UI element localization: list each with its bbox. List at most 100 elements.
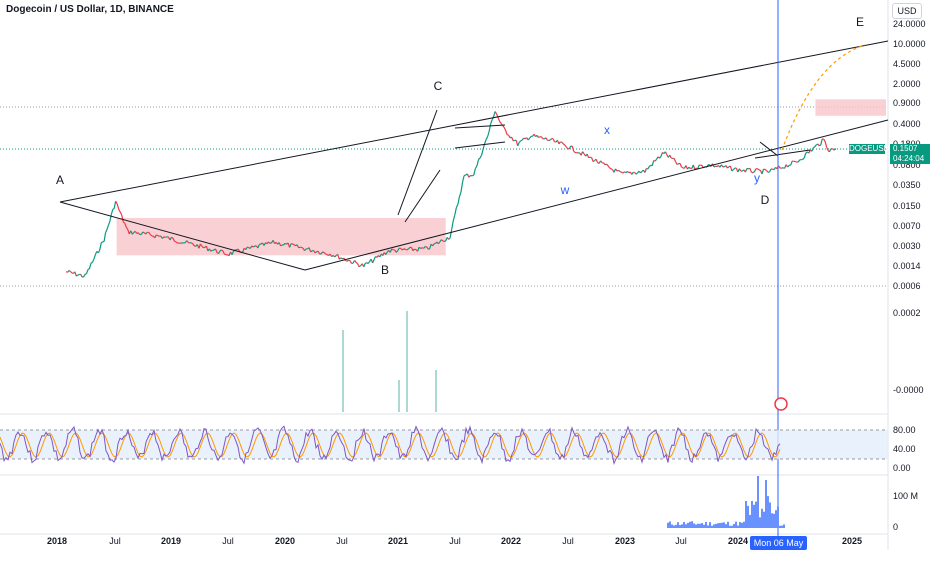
price-candle	[762, 169, 764, 174]
price-candle	[158, 236, 160, 237]
price-candle	[253, 246, 255, 247]
price-candle	[311, 251, 313, 252]
price-candle	[98, 250, 99, 253]
price-candle	[92, 259, 94, 262]
price-tick-label: 2.0000	[893, 79, 921, 89]
price-candle	[546, 138, 547, 140]
price-candle	[739, 169, 741, 172]
price-candle	[87, 269, 88, 273]
price-tick-label: 4.5000	[893, 59, 921, 69]
price-candle	[626, 171, 628, 172]
wave-label-a: A	[56, 173, 64, 187]
price-candle	[572, 146, 574, 151]
price-candle	[482, 149, 484, 155]
price-candle	[530, 136, 532, 138]
price-candle	[165, 237, 167, 238]
price-candle	[368, 262, 369, 264]
time-tick-label: 2018	[47, 536, 67, 546]
price-candle	[480, 155, 482, 158]
price-candle	[443, 241, 445, 242]
price-candle	[518, 142, 520, 146]
price-candle	[671, 158, 673, 159]
wave-b-c-wedge-left	[398, 110, 437, 215]
price-candle	[815, 145, 817, 147]
price-candle	[607, 164, 609, 166]
last-price-badge: 0.1507 04:24:04	[890, 144, 930, 164]
price-candle	[281, 245, 283, 246]
price-candle	[779, 166, 781, 168]
wave-label-y: y	[754, 171, 760, 185]
price-candle	[806, 152, 808, 154]
price-candle	[117, 204, 119, 209]
price-candle	[680, 163, 682, 167]
price-candle	[106, 229, 108, 233]
price-candle	[649, 165, 651, 166]
price-candle	[78, 275, 79, 276]
price-candle	[596, 159, 598, 162]
price-candle	[727, 167, 729, 168]
price-candle	[479, 158, 481, 159]
price-candle	[541, 137, 542, 139]
price-tick-label: 0.0014	[893, 261, 921, 271]
wave-label-d: D	[761, 193, 770, 207]
price-tick-label: -0.0000	[893, 385, 924, 395]
price-tick-label: 0.0350	[893, 180, 921, 190]
price-candle	[452, 221, 454, 229]
wave-label-x: x	[604, 123, 610, 137]
price-candle	[563, 144, 565, 145]
price-candle	[456, 204, 458, 208]
price-candle	[504, 127, 506, 130]
wave-b-c-wedge-right	[405, 170, 440, 222]
price-candle	[611, 169, 613, 170]
price-candle	[506, 130, 508, 134]
price-candle	[521, 140, 523, 141]
price-candle	[188, 242, 190, 243]
price-candle	[69, 271, 71, 272]
price-candle	[689, 167, 691, 168]
price-candle	[676, 162, 678, 165]
price-candle	[601, 161, 603, 163]
price-candle	[827, 147, 828, 150]
price-candle	[721, 165, 723, 167]
price-candle	[350, 261, 352, 264]
price-candle	[770, 169, 772, 172]
price-candle	[593, 161, 595, 162]
price-candle	[804, 153, 806, 158]
price-candle	[562, 142, 563, 144]
price-candle	[113, 209, 114, 210]
price-candle	[101, 242, 102, 243]
chart-canvas[interactable]: ABCDEwxy10.00004.50002.00000.90000.40000…	[0, 0, 932, 550]
price-candle	[623, 172, 625, 173]
price-candle	[211, 250, 213, 251]
price-candle	[90, 263, 91, 268]
price-candle	[120, 212, 122, 215]
price-candle	[670, 155, 671, 158]
price-candle	[75, 272, 76, 276]
price-candle	[498, 117, 500, 121]
price-candle	[485, 139, 487, 143]
price-candle	[788, 165, 790, 167]
price-candle	[677, 164, 678, 165]
price-candle	[489, 124, 491, 131]
price-candle	[293, 244, 295, 245]
price-candle	[519, 141, 521, 142]
price-candle	[100, 243, 102, 250]
ticker-badge: DOGEUSD	[849, 144, 885, 154]
time-tick-label: 2019	[161, 536, 181, 546]
price-tick-label: 0.9000	[893, 98, 921, 108]
price-candle	[627, 171, 628, 172]
price-candle	[364, 263, 365, 267]
price-candle	[119, 209, 121, 212]
price-candle	[693, 165, 694, 169]
price-candle	[359, 266, 361, 267]
price-candle	[682, 167, 683, 168]
price-candle	[509, 135, 511, 138]
price-candle	[326, 254, 328, 255]
price-tick-label: 0.0030	[893, 241, 921, 251]
price-candle	[472, 175, 474, 176]
currency-button[interactable]: USD	[892, 3, 922, 19]
price-candle	[569, 146, 571, 149]
price-candle	[758, 169, 760, 170]
price-tick-label: 0.4000	[893, 119, 921, 129]
price-candle	[116, 201, 118, 204]
